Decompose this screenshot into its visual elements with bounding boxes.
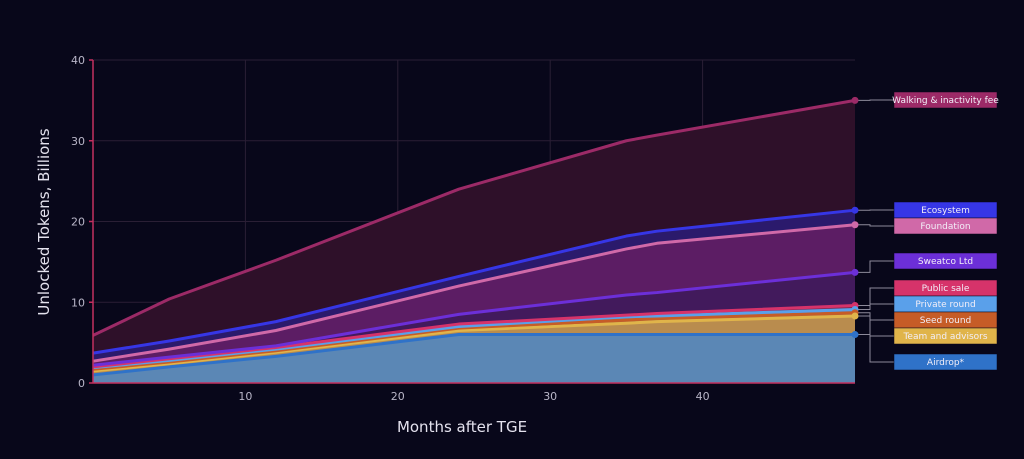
x-axis-label: Months after TGE (397, 418, 527, 436)
y-tick-label: 30 (71, 135, 85, 148)
legend: Walking & inactivity fee Ecosystem Foundat… (851, 91, 999, 371)
legend-box (893, 91, 998, 109)
legend-box (893, 327, 998, 345)
y-tick-label: 0 (78, 377, 85, 390)
line-seed-round (92, 311, 856, 371)
leader-line (855, 287, 894, 306)
endpoint-marker (851, 268, 859, 276)
line-airdrop- (92, 333, 855, 377)
leader-line (855, 260, 894, 273)
endpoint-marker (851, 312, 859, 320)
x-tick-label: 20 (391, 390, 405, 403)
legend-label: Public sale (922, 284, 970, 294)
leader-line (855, 315, 894, 337)
line-team-and-advisors (92, 314, 856, 373)
y-tick-label: 20 (71, 216, 85, 229)
endpoint-marker (851, 206, 859, 214)
axes: 0 10 20 30 40 10 20 30 40 (71, 54, 855, 403)
legend-label: Airdrop* (927, 358, 965, 368)
endpoint-marker (851, 221, 859, 229)
legend-label: Seed round (920, 316, 972, 326)
y-tick-label: 40 (71, 54, 85, 67)
legend-box (893, 217, 998, 235)
x-tick-label: 40 (696, 390, 710, 403)
y-tick-label: 10 (71, 296, 85, 309)
areas (92, 98, 856, 383)
line-foundation (92, 223, 856, 363)
legend-box (893, 252, 998, 270)
leader-line (855, 334, 894, 363)
legend-label: Team and advisors (902, 332, 987, 342)
legend-label: Ecosystem (921, 206, 970, 216)
line-public-sale (92, 303, 856, 369)
line-private-round (92, 308, 856, 370)
legend-box (893, 353, 998, 371)
line-sweatco-ltd (92, 270, 856, 367)
endpoint-marker (851, 96, 859, 104)
endpoint-marker (851, 331, 859, 339)
legend-label: Private round (915, 300, 975, 310)
legend-label: Walking & inactivity fee (892, 96, 999, 106)
area-airdrop- (93, 334, 855, 383)
x-tick-label: 30 (543, 390, 557, 403)
legend-label: Foundation (920, 222, 970, 232)
line-ecosystem (92, 208, 856, 355)
leader-line (855, 303, 894, 311)
x-tick-label: 10 (238, 390, 252, 403)
line-walking-inactivity-fee (92, 98, 856, 337)
y-axis-label: Unlocked Tokens, Billions (35, 128, 53, 315)
legend-label: Sweatco Ltd (918, 257, 973, 267)
leader-line (855, 224, 894, 227)
